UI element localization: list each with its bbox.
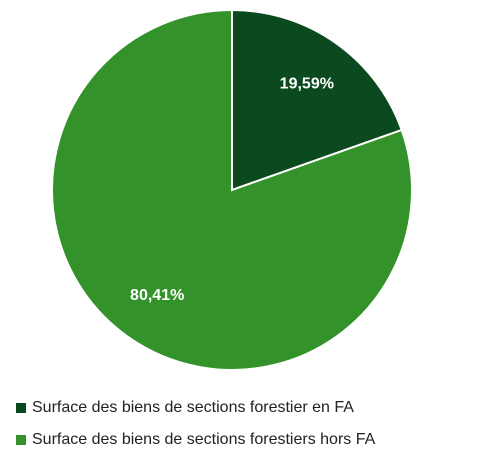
legend-label: Surface des biens de sections forestier … xyxy=(32,399,354,416)
legend-swatch xyxy=(16,403,26,413)
legend-swatch xyxy=(16,435,26,445)
pie-slice xyxy=(51,8,413,371)
data-label: 19,59% xyxy=(280,75,334,92)
data-label: 80,41% xyxy=(130,287,184,304)
pie-slice xyxy=(231,8,403,192)
legend-label: Surface des biens de sections forestiers… xyxy=(32,431,376,448)
